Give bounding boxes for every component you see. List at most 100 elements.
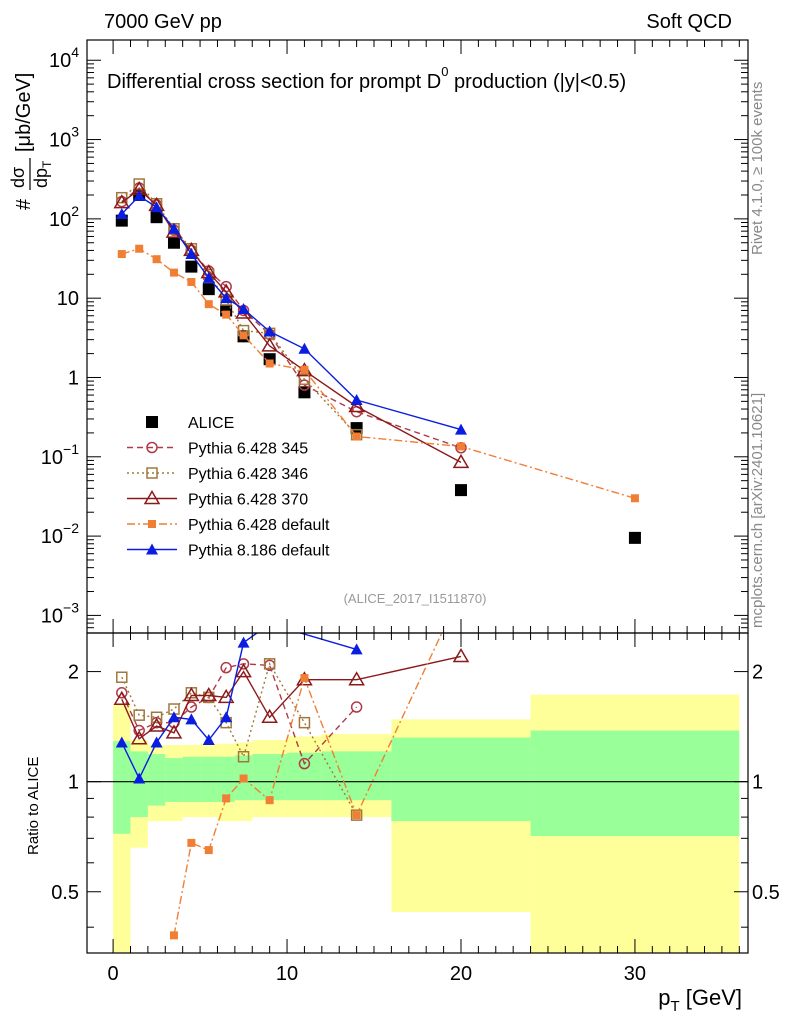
ratio-point: [150, 711, 163, 724]
ratio-point: [133, 772, 146, 784]
legend-marker: [143, 490, 161, 505]
ratio-point: [298, 757, 311, 770]
uncertainty-band-green: [252, 754, 288, 801]
source-info: mcplots.cern.ch [arXiv:2401.10621]: [749, 393, 766, 628]
x-axis-label: pT [GeV]: [658, 985, 742, 1015]
svg-text:dσ: dσ: [8, 167, 28, 188]
main-point: [298, 342, 311, 354]
x-tick-label: 0: [108, 963, 119, 985]
uncertainty-band-green: [321, 751, 392, 801]
ratio-point: [220, 711, 233, 723]
main-point: [135, 244, 144, 253]
ratio-point: [261, 708, 278, 724]
uncertainty-band-green: [113, 741, 131, 834]
main-point: [220, 292, 233, 304]
ratio-point: [150, 736, 163, 748]
main-series-4: [117, 244, 639, 503]
svg-text:#: #: [13, 198, 35, 210]
main-point: [265, 359, 274, 368]
ratio-point: [348, 671, 365, 686]
ratio-point: [235, 663, 252, 678]
legend-entry: Pythia 6.428 346: [127, 466, 308, 483]
main-point: [348, 398, 365, 413]
ratio-point: [237, 636, 250, 648]
ratio-y-tick-label-right: 1: [752, 772, 763, 794]
main-point: [187, 277, 196, 286]
main-series-3: [113, 180, 470, 469]
ratio-point: [167, 711, 180, 723]
ratio-point: [350, 701, 363, 713]
main-y-tick-label: 102: [49, 203, 79, 231]
main-point: [350, 422, 363, 435]
ratio-point: [217, 688, 235, 704]
legend-entry: Pythia 6.428 345: [127, 441, 308, 458]
energy-label: 7000 GeV pp: [104, 11, 222, 33]
tick-exp: −3: [63, 599, 79, 615]
process-label: Soft QCD: [646, 11, 732, 33]
main-y-tick-label: 10−3: [41, 599, 79, 627]
uncertainty-band-green: [147, 754, 166, 806]
main-point: [630, 494, 639, 503]
x-tick-label: 30: [624, 963, 646, 985]
ratio-point: [169, 931, 178, 940]
main-point: [169, 268, 178, 277]
ratio-y-axis-label: Ratio to ALICE: [25, 757, 42, 855]
ratio-point: [237, 750, 250, 763]
ratio-point: [148, 717, 165, 732]
main-point: [222, 310, 231, 319]
main-point: [628, 531, 641, 544]
ratio-point: [133, 724, 145, 737]
ratio-point: [265, 796, 274, 805]
rivet-info: Rivet 4.1.0, ≥ 100k events: [749, 82, 766, 255]
ratio-point: [116, 687, 128, 699]
main-y-tick-label: 103: [49, 124, 79, 152]
legend-marker: [146, 441, 158, 454]
ratio-point: [350, 643, 363, 655]
tick-base: 10: [41, 605, 63, 627]
ratio-point: [204, 846, 213, 855]
main-point: [352, 432, 361, 441]
uncertainty-band-green: [287, 752, 322, 801]
main-point: [300, 365, 309, 374]
tick-base: 10: [41, 447, 63, 469]
ratio-series-1: [116, 658, 363, 821]
main-point: [350, 394, 363, 406]
main-frame: [86, 39, 749, 634]
x-tick-label: 20: [450, 963, 472, 985]
main-series-line: [121, 194, 462, 431]
main-y-tick-label: 1: [68, 367, 79, 389]
ratio-series-line: [121, 662, 358, 816]
ratio-point: [202, 733, 215, 745]
main-point: [239, 331, 248, 340]
main-panel-marks: [113, 178, 641, 544]
main-point: [150, 201, 163, 213]
svg-text:[μb/GeV]: [μb/GeV]: [13, 73, 35, 152]
svg-text:dpT: dpT: [31, 160, 54, 188]
tick-base: 10: [49, 50, 71, 72]
ratio-y-tick-label-right: 2: [752, 662, 763, 684]
legend-entry: Pythia 6.428 default: [127, 517, 330, 534]
main-y-axis-label: # dσ dpT [μb/GeV]: [8, 73, 54, 210]
ratio-y-tick-label: 1: [68, 772, 79, 794]
tick-exp: 3: [71, 124, 79, 140]
ratio-y-tick-label: 0.5: [51, 882, 79, 904]
ratio-point: [352, 811, 361, 820]
ratio-point: [350, 809, 363, 821]
ratio-point: [452, 647, 470, 663]
ratio-point: [133, 709, 145, 721]
x-tick-label: 10: [276, 963, 298, 985]
tick-exp: −2: [63, 520, 79, 536]
uncertainty-band-green: [130, 751, 148, 818]
main-point: [298, 373, 311, 385]
main-y-tick-label: 104: [49, 44, 79, 72]
ratio-series-line: [121, 655, 462, 740]
ratio-series-2: [113, 647, 470, 745]
tick-base: 10: [49, 209, 71, 231]
main-point: [263, 325, 276, 337]
main-point: [204, 300, 213, 309]
analysis-tag: (ALICE_2017_I1511870): [344, 591, 487, 606]
main-point: [261, 337, 278, 352]
legend-label: Pythia 6.428 346: [188, 466, 308, 483]
main-point: [113, 194, 131, 209]
